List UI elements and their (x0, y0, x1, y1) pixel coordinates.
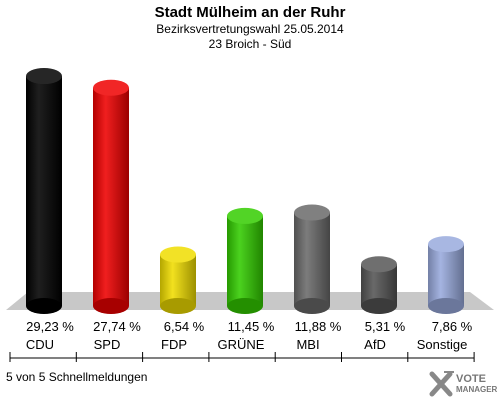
logo-line1: VOTE (456, 373, 486, 385)
value-label: 6,54 % (164, 319, 205, 334)
category-label: SPD (94, 337, 121, 352)
value-label: 29,23 % (26, 319, 74, 334)
category-label: MBI (296, 337, 319, 352)
bar-top (428, 236, 464, 253)
category-label: AfD (364, 337, 386, 352)
bar-cdu (26, 68, 62, 314)
chart-subtitle-district: 23 Broich - Süd (208, 37, 292, 51)
bar-spd (93, 79, 129, 314)
bar-top (160, 246, 196, 263)
value-label: 11,45 % (228, 319, 275, 334)
bar-top (93, 79, 129, 96)
bar-top (26, 68, 62, 85)
vote-manager-logo: VOTE MANAGER (429, 371, 498, 397)
bar-base (26, 298, 62, 314)
value-label: 5,31 % (365, 319, 406, 334)
value-label: 27,74 % (93, 319, 141, 334)
bar-base (428, 298, 464, 314)
bar-grüne (227, 207, 263, 314)
category-label: FDP (161, 337, 187, 352)
chart-header: Stadt Mülheim an der Ruhr Bezirksvertret… (0, 4, 500, 52)
category-label: GRÜNE (218, 337, 265, 352)
value-label: 7,86 % (432, 319, 473, 334)
bar-base (294, 298, 330, 314)
chart-title: Stadt Mülheim an der Ruhr (154, 4, 346, 21)
bar-top (294, 204, 330, 221)
bar-body (26, 76, 62, 306)
bar-top (227, 207, 263, 224)
bar-body (227, 215, 263, 306)
bar-base (227, 298, 263, 314)
category-label: Sonstige (417, 337, 468, 352)
bar-body (428, 244, 464, 306)
bar-body (294, 212, 330, 306)
value-label: 11,88 % (295, 319, 342, 334)
footer-status: 5 von 5 Schnellmeldungen (6, 370, 148, 384)
bar-body (93, 87, 129, 307)
bar-top (361, 256, 397, 273)
bar-chart: 29,23 % CDU 27,74 % SPD 6,54 % FDP 11,45 % GRÜN… (6, 68, 494, 362)
bar-mbi (294, 204, 330, 314)
bar-base (361, 298, 397, 314)
chart-subtitle-election: Bezirksvertretungswahl 25.05.2014 (156, 22, 344, 36)
logo-line2: MANAGER (456, 385, 498, 394)
bar-base (93, 298, 129, 314)
bar-body (160, 254, 196, 306)
category-label: CDU (26, 337, 54, 352)
bar-base (160, 298, 196, 314)
bar-fdp (160, 246, 196, 314)
bar-afd (361, 256, 397, 314)
bar-sonstige (428, 236, 464, 314)
ballot-x-icon (429, 371, 454, 397)
